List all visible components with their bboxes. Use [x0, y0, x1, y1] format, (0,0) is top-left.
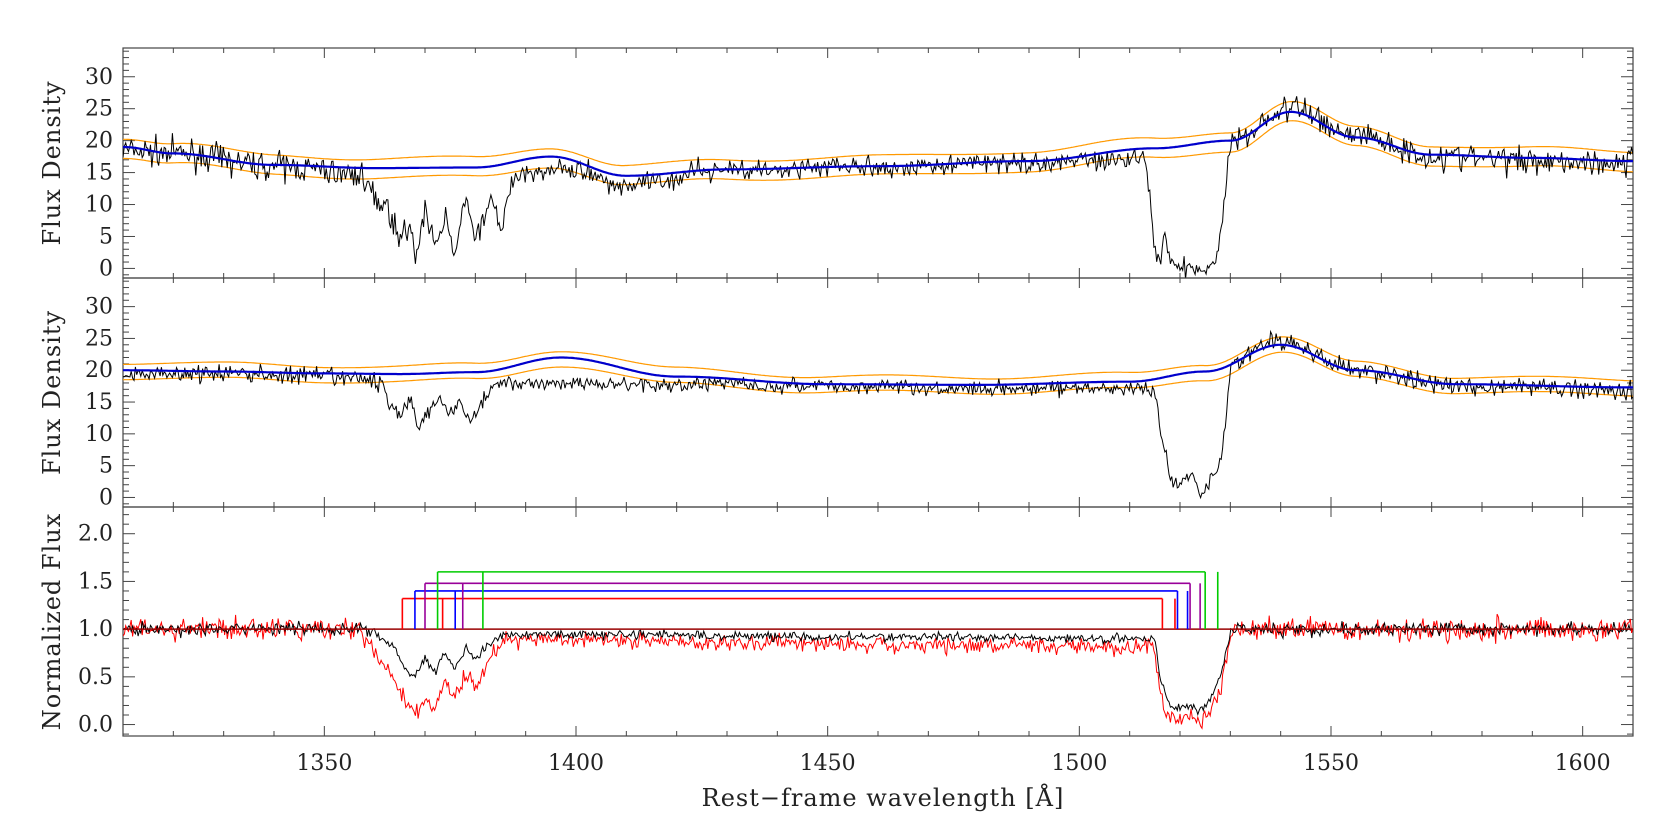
x-tick-label: 1450	[800, 751, 856, 776]
x-tick-label: 1600	[1555, 751, 1611, 776]
y-tick-label: 1.5	[78, 569, 113, 594]
y-tick-label: 10	[85, 422, 113, 447]
y-tick-label: 0	[99, 485, 113, 510]
plot-area	[123, 96, 1633, 278]
y-tick-label: 20	[85, 129, 113, 154]
y-tick-label: 1.0	[78, 617, 113, 642]
y-tick-label: 0	[99, 256, 113, 281]
y-tick-label: 30	[85, 295, 113, 320]
black-normalized-spectrum-line	[123, 620, 1633, 717]
plot-frame	[122, 47, 1634, 279]
y-axis-title: Normalized Flux	[38, 513, 66, 731]
y-axis-title: Flux Density	[38, 80, 66, 245]
y-tick-label: 0.5	[78, 665, 113, 690]
y-tick-label: 25	[85, 326, 113, 351]
absorption-doublet-bracket	[424, 582, 1201, 630]
continuum-model-line	[123, 110, 1633, 177]
plot-area	[123, 329, 1633, 500]
panel-middle: 0 5 10 15 20 25 30 Flux Density	[38, 277, 1634, 510]
continuum-model-line	[123, 343, 1633, 389]
absorption-doublet-bracket	[414, 590, 1189, 630]
red-normalized-spectrum-line	[123, 613, 1633, 730]
observed-spectrum-line	[123, 329, 1633, 500]
y-tick-label: 10	[85, 193, 113, 218]
y-axis-title: Flux Density	[38, 310, 66, 475]
y-tick-label: 0.0	[78, 713, 113, 738]
x-tick-label: 1400	[548, 751, 604, 776]
y-tick-label: 15	[85, 390, 113, 415]
y-tick-label: 5	[99, 454, 113, 479]
y-tick-label: 20	[85, 358, 113, 383]
x-tick-label: 1500	[1051, 751, 1107, 776]
plot-area	[123, 571, 1633, 730]
x-axis-title: Rest−frame wavelength [Å]	[702, 783, 1065, 812]
x-tick-label: 1350	[296, 751, 352, 776]
observed-spectrum-line	[123, 96, 1633, 278]
x-tick-label: 1550	[1303, 751, 1359, 776]
upper-envelope-line	[123, 101, 1633, 167]
upper-envelope-line	[123, 336, 1633, 382]
y-tick-label: 25	[85, 97, 113, 122]
y-tick-label: 2.0	[78, 522, 113, 547]
y-tick-label: 5	[99, 224, 113, 249]
absorption-doublet-bracket	[401, 597, 1176, 630]
lower-envelope-line	[123, 120, 1633, 186]
y-tick-label: 30	[85, 65, 113, 90]
y-tick-label: 15	[85, 161, 113, 186]
absorption-doublet-bracket	[436, 571, 1219, 630]
panel-top: 0 5 10 15 20 25 30 Flux Density	[38, 47, 1634, 281]
panel-bottom: 0.0 0.5 1.0 1.5 2.0 Normalized Flux 1350 1400 14…	[38, 506, 1634, 776]
